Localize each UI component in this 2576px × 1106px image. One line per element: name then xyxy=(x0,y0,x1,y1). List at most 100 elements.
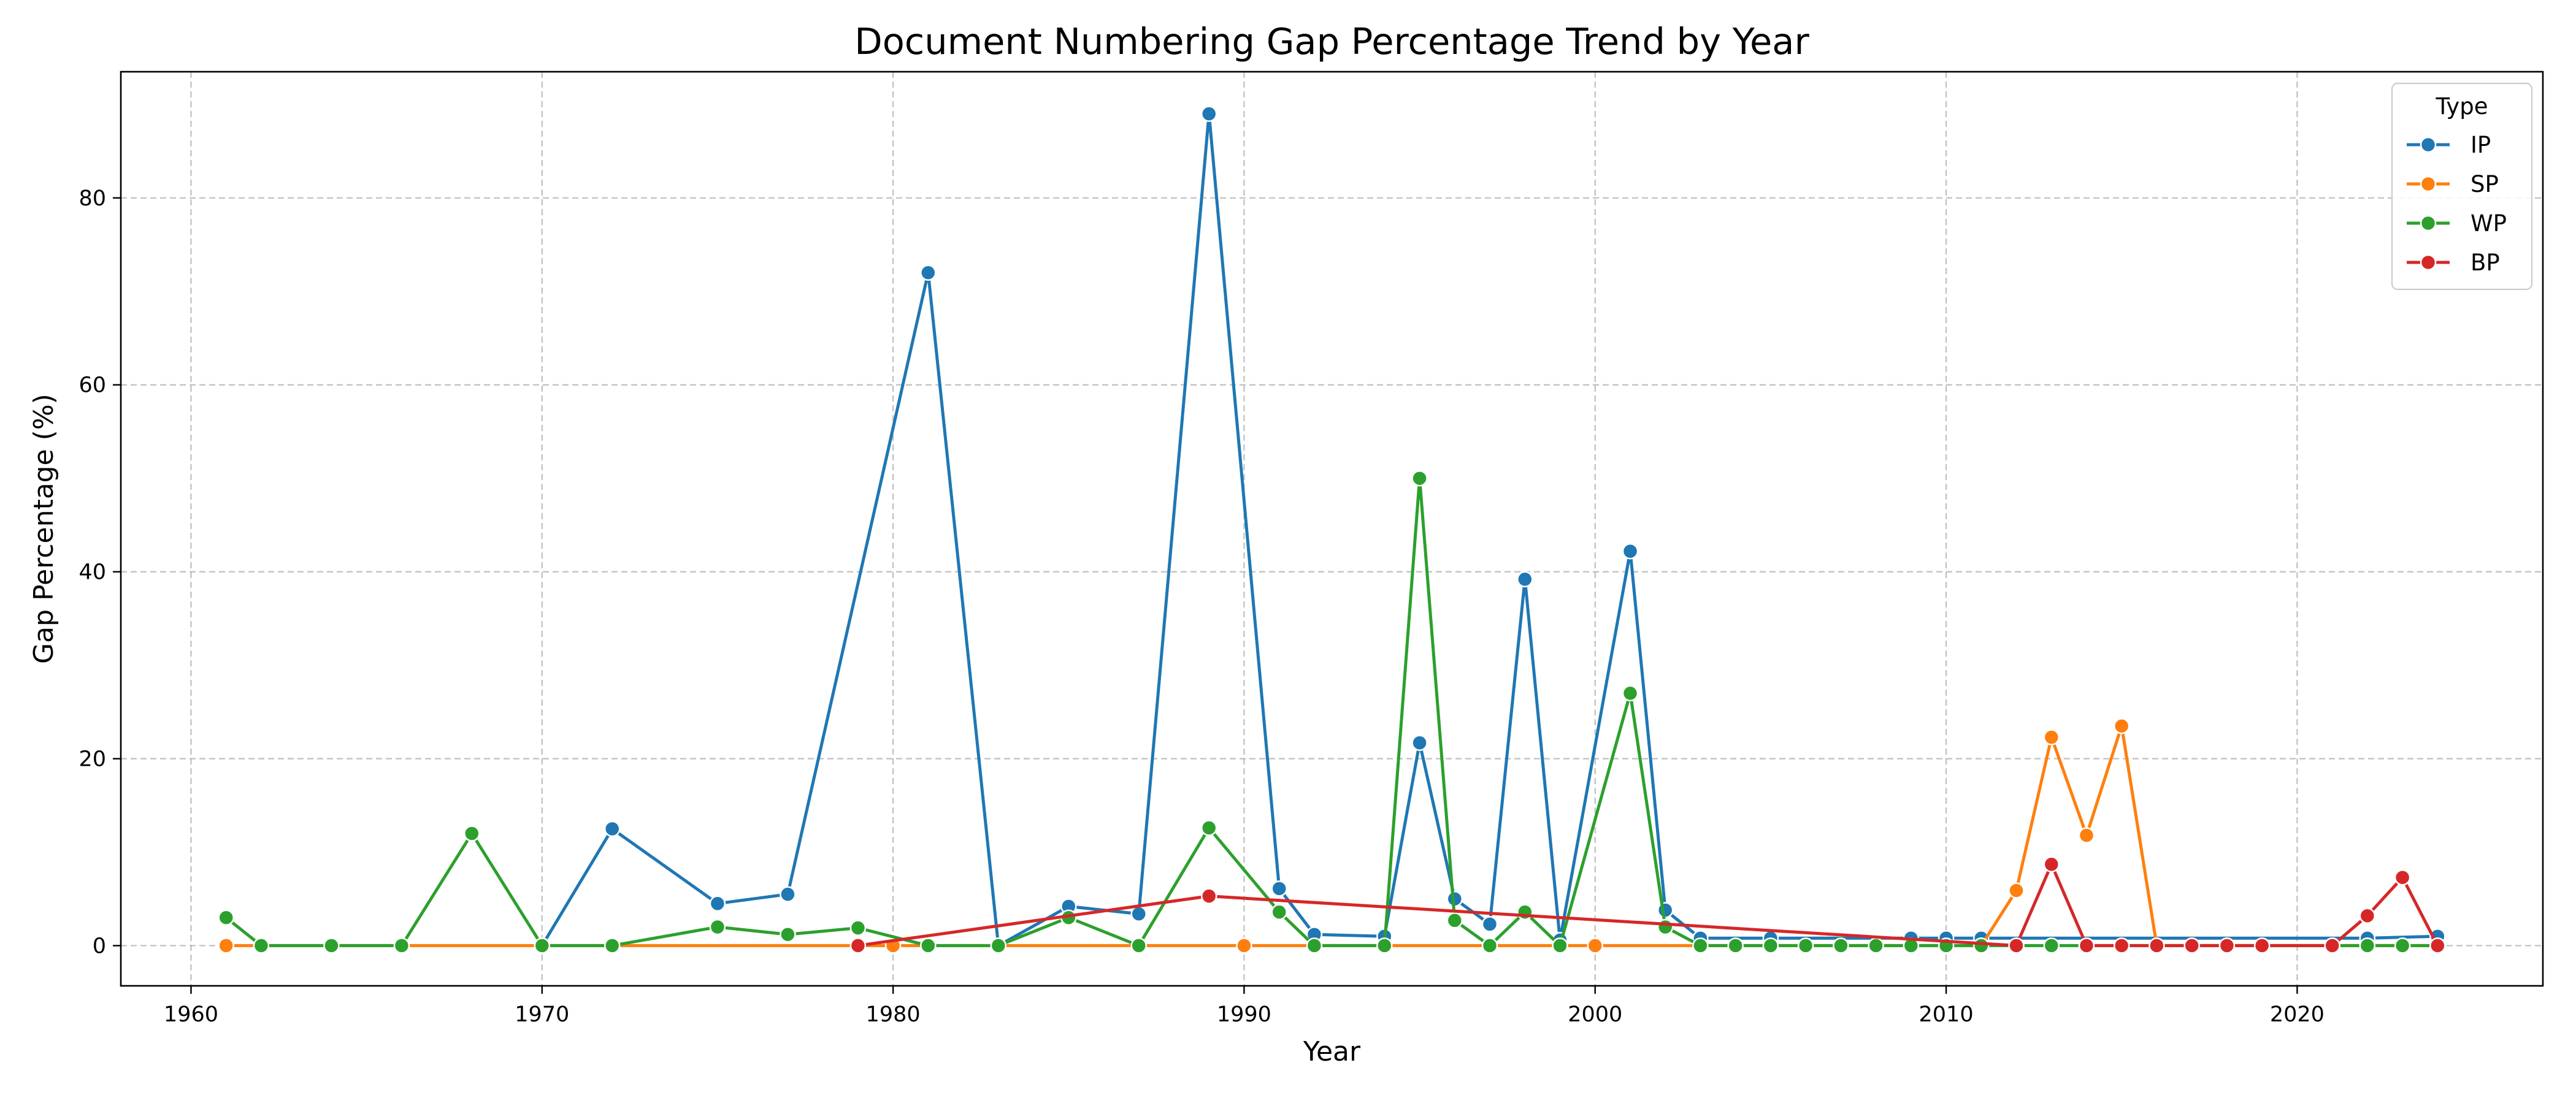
y-tick-label: 20 xyxy=(79,747,106,772)
data-point-ip xyxy=(604,820,621,837)
data-point-bp xyxy=(2218,937,2236,954)
y-tick-label: 60 xyxy=(79,373,106,398)
plot-frame xyxy=(120,71,2544,987)
data-point-sp xyxy=(1587,937,1603,954)
series-bp xyxy=(849,856,2446,954)
data-point-bp xyxy=(2429,937,2446,954)
legend-swatch-marker xyxy=(2420,136,2437,153)
x-tick-label: 2020 xyxy=(2270,1002,2325,1027)
data-point-ip xyxy=(1481,916,1498,932)
data-point-sp xyxy=(218,937,234,954)
chart-title: Document Numbering Gap Percentage Trend … xyxy=(854,20,1809,63)
y-tick-label: 40 xyxy=(79,560,106,585)
legend-item-bp: BP xyxy=(2407,250,2500,276)
data-point-wp xyxy=(2043,937,2060,954)
data-point-wp xyxy=(393,937,410,954)
data-point-wp xyxy=(1411,470,1428,487)
data-point-wp xyxy=(1727,937,1744,954)
data-point-bp xyxy=(849,937,867,954)
data-point-wp xyxy=(920,937,937,954)
data-point-bp xyxy=(2008,937,2025,954)
data-point-wp xyxy=(1797,937,1814,954)
data-point-sp xyxy=(1236,937,1252,954)
data-point-wp xyxy=(1200,820,1217,836)
data-point-ip xyxy=(1517,571,1533,588)
data-point-wp xyxy=(1446,912,1463,929)
data-point-wp xyxy=(1692,937,1709,954)
y-axis: 0 20 40 60 80 xyxy=(79,186,121,958)
x-tick-label: 2010 xyxy=(1919,1002,1974,1027)
data-point-wp xyxy=(1271,904,1287,920)
data-point-ip xyxy=(920,264,937,281)
data-point-wp xyxy=(1130,937,1147,954)
data-point-wp xyxy=(2359,937,2376,954)
data-point-sp xyxy=(2008,882,2025,899)
data-point-bp xyxy=(2113,937,2130,954)
data-point-wp xyxy=(534,937,551,954)
data-point-wp xyxy=(1622,685,1639,702)
legend-swatch-marker xyxy=(2420,215,2437,232)
legend-label-bp: BP xyxy=(2471,250,2500,276)
data-point-ip xyxy=(1622,543,1639,560)
data-point-bp xyxy=(2183,937,2200,954)
data-point-wp xyxy=(849,920,867,936)
data-point-bp xyxy=(2359,907,2376,924)
x-tick-label: 2000 xyxy=(1568,1002,1622,1027)
x-axis-label: Year xyxy=(1303,1036,1361,1067)
data-point-wp xyxy=(709,918,726,936)
legend-item-ip: IP xyxy=(2407,132,2491,158)
data-point-bp xyxy=(2078,937,2095,954)
legend-item-wp: WP xyxy=(2407,210,2507,237)
data-point-ip xyxy=(1271,880,1287,897)
y-tick-label: 80 xyxy=(79,186,106,211)
data-point-ip xyxy=(1657,902,1674,918)
data-point-wp xyxy=(1973,937,1990,954)
x-tick-label: 1990 xyxy=(1217,1002,1271,1027)
data-point-bp xyxy=(1200,888,1217,904)
legend-box xyxy=(2391,82,2533,291)
legend-swatch-marker xyxy=(2420,175,2437,193)
data-point-wp xyxy=(1481,937,1498,954)
data-point-bp xyxy=(2043,856,2060,873)
data-point-wp xyxy=(253,937,270,954)
data-point-wp xyxy=(323,937,340,954)
legend-label-wp: WP xyxy=(2471,210,2507,237)
legend-label-sp: SP xyxy=(2471,171,2499,197)
data-point-wp xyxy=(990,937,1007,954)
legend-swatch-marker xyxy=(2420,254,2437,271)
data-point-bp xyxy=(2253,937,2271,954)
data-point-bp xyxy=(2149,937,2165,954)
data-point-wp xyxy=(1762,937,1779,954)
data-point-wp xyxy=(1306,937,1323,954)
data-point-wp xyxy=(2394,937,2411,954)
x-tick-label: 1970 xyxy=(515,1002,569,1027)
data-point-sp xyxy=(2043,729,2060,746)
y-axis-label: Gap Percentage (%) xyxy=(28,394,59,664)
data-point-wp xyxy=(1376,937,1393,954)
legend-label-ip: IP xyxy=(2471,132,2491,158)
data-point-wp xyxy=(1833,937,1849,954)
data-point-bp xyxy=(2324,937,2340,954)
data-point-sp xyxy=(2078,827,2095,844)
data-point-wp xyxy=(604,937,621,954)
series-layer xyxy=(218,105,2446,954)
x-tick-label: 1980 xyxy=(866,1002,921,1027)
data-point-ip xyxy=(1130,906,1147,922)
data-point-wp xyxy=(464,825,480,842)
data-point-wp xyxy=(1868,937,1884,954)
data-point-wp xyxy=(218,909,234,926)
data-point-bp xyxy=(2394,869,2411,886)
data-point-wp xyxy=(780,926,796,943)
x-axis: 1960 1970 1980 1990 2000 2010 2020 xyxy=(164,986,2325,1027)
x-tick-label: 1960 xyxy=(164,1002,218,1027)
data-point-ip xyxy=(1200,105,1217,122)
data-point-ip xyxy=(709,895,726,912)
data-point-wp xyxy=(1552,937,1568,954)
data-point-ip xyxy=(780,886,796,902)
legend-title: Type xyxy=(2436,93,2488,120)
data-point-wp xyxy=(1657,918,1674,936)
grid xyxy=(121,72,2543,986)
data-point-ip xyxy=(1411,734,1428,751)
